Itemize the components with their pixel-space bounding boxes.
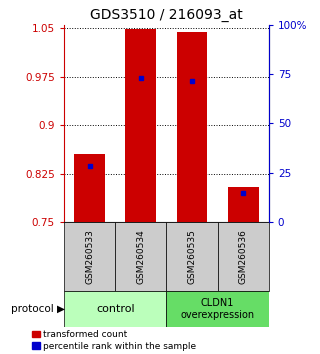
Text: GSM260536: GSM260536 (239, 229, 248, 284)
Legend: transformed count, percentile rank within the sample: transformed count, percentile rank withi… (32, 330, 196, 351)
Bar (125, 29, 156, 222)
Text: control: control (96, 304, 134, 314)
Bar (64, 291, 166, 327)
Text: GSM260535: GSM260535 (188, 229, 196, 284)
Bar (177, 32, 207, 222)
Bar (218, 222, 269, 291)
Text: GSM260533: GSM260533 (85, 229, 94, 284)
Bar (74, 154, 105, 222)
Bar (166, 291, 269, 327)
Bar (115, 222, 166, 291)
Title: GDS3510 / 216093_at: GDS3510 / 216093_at (90, 8, 243, 22)
Bar (228, 187, 259, 222)
Bar (166, 222, 218, 291)
Text: CLDN1
overexpression: CLDN1 overexpression (180, 298, 255, 320)
Text: GSM260534: GSM260534 (136, 229, 145, 284)
Text: protocol ▶: protocol ▶ (11, 304, 65, 314)
Bar (64, 222, 115, 291)
